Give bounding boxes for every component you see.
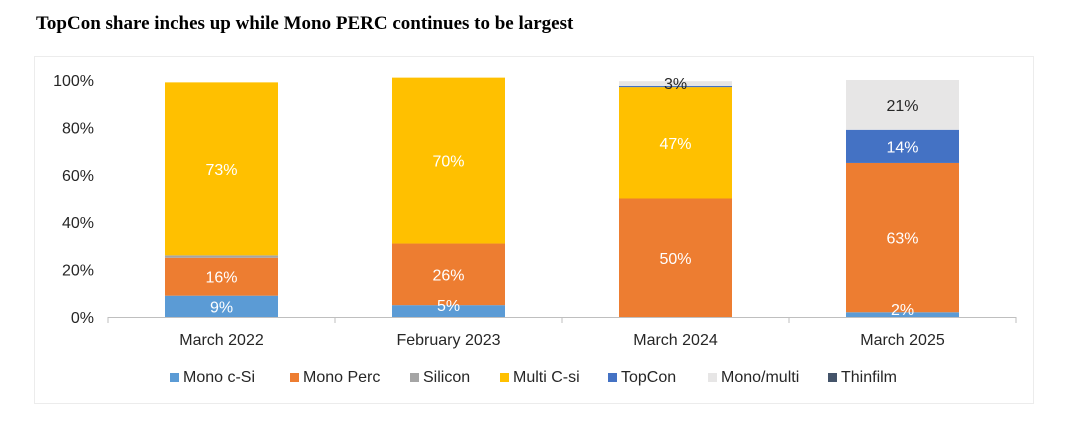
x-tick-label-march-2024: March 2024	[633, 332, 718, 349]
data-label-mono-c-si-february-2023: 5%	[437, 298, 460, 315]
bars-layer	[165, 77, 959, 317]
y-tick-label-100: 100%	[53, 73, 94, 90]
data-label-multi-c-si-march-2022: 73%	[205, 162, 237, 179]
data-label-mono-perc-february-2023: 26%	[432, 267, 464, 284]
data-label-mono-perc-march-2024: 50%	[659, 251, 691, 268]
bar-silicon-march-2022	[165, 255, 278, 258]
data-label-multi-c-si-february-2023: 70%	[432, 154, 464, 171]
x-tick-label-february-2023: February 2023	[396, 332, 500, 349]
legend-item-thinfilm: Thinfilm	[828, 369, 897, 386]
data-label-mono-perc-march-2022: 16%	[205, 270, 237, 287]
bar-mono-perc-march-2022	[165, 257, 278, 296]
legend-item-silicon: Silicon	[410, 369, 470, 386]
legend-item-topcon: TopCon	[608, 369, 676, 386]
legend-swatch-multi-c-si	[500, 373, 509, 382]
x-tick-label-march-2025: March 2025	[860, 332, 945, 349]
y-tick-label-40: 40%	[62, 215, 94, 232]
legend-label-silicon: Silicon	[423, 369, 470, 386]
legend-label-mono-perc: Mono Perc	[303, 369, 380, 386]
x-tick-label-march-2022: March 2022	[179, 332, 264, 349]
bar-mono-perc-march-2025	[846, 162, 959, 313]
y-tick-label-20: 20%	[62, 263, 94, 280]
bar-mono-c-si-february-2023	[392, 305, 505, 317]
legend-swatch-topcon	[608, 373, 617, 382]
legend-label-multi-c-si: Multi C-si	[513, 369, 580, 386]
bar-mono-multi-march-2024	[619, 81, 732, 86]
legend-item-mono-multi: Mono/multi	[708, 369, 799, 386]
data-label-mono-multi-march-2024: 3%	[664, 76, 687, 93]
data-label-multi-c-si-march-2024: 47%	[659, 136, 691, 153]
data-label-topcon-march-2025: 14%	[886, 139, 918, 156]
legend-swatch-mono-multi	[708, 373, 717, 382]
legend-item-mono-perc: Mono Perc	[290, 369, 380, 386]
legend-label-mono-multi: Mono/multi	[721, 369, 799, 386]
legend-swatch-thinfilm	[828, 373, 837, 382]
data-labels-layer: 9% 16% 73% 5% 26% 70% 50% 47% 3% 2% 63% 14% 21%	[205, 76, 918, 319]
bar-multi-c-si-february-2023	[392, 77, 505, 244]
bar-multi-c-si-march-2024	[619, 87, 732, 199]
legend-swatch-silicon	[410, 373, 419, 382]
bar-topcon-march-2024	[619, 85, 732, 88]
data-label-mono-multi-march-2025: 21%	[886, 98, 918, 115]
legend: Mono c-Si Mono Perc Silicon Multi C-si TopCo…	[170, 369, 897, 386]
data-label-mono-c-si-march-2025: 2%	[891, 302, 914, 319]
y-tick-label-80: 80%	[62, 120, 94, 137]
axes-layer: March 2022 February 2023 March 2024 March 2…	[53, 73, 1017, 349]
bar-multi-c-si-march-2022	[165, 82, 278, 256]
legend-label-thinfilm: Thinfilm	[841, 369, 897, 386]
legend-label-mono-c-si: Mono c-Si	[183, 369, 255, 386]
legend-item-multi-c-si: Multi C-si	[500, 369, 580, 386]
bar-mono-multi-march-2025	[846, 80, 959, 130]
bar-mono-c-si-march-2025	[846, 312, 959, 317]
legend-swatch-mono-c-si	[170, 373, 179, 382]
y-tick-label-0: 0%	[71, 310, 94, 327]
legend-swatch-mono-perc	[290, 373, 299, 382]
chart-frame	[34, 56, 1034, 404]
bar-mono-perc-march-2024	[619, 198, 732, 317]
data-label-mono-perc-march-2025: 63%	[886, 231, 918, 248]
bar-mono-c-si-march-2022	[165, 295, 278, 317]
y-tick-label-60: 60%	[62, 168, 94, 185]
bar-topcon-march-2025	[846, 129, 959, 163]
data-label-mono-c-si-march-2022: 9%	[210, 299, 233, 316]
legend-item-mono-c-si: Mono c-Si	[170, 369, 255, 386]
bar-mono-perc-february-2023	[392, 243, 505, 306]
legend-label-topcon: TopCon	[621, 369, 676, 386]
chart-title: TopCon share inches up while Mono PERC c…	[36, 13, 574, 34]
